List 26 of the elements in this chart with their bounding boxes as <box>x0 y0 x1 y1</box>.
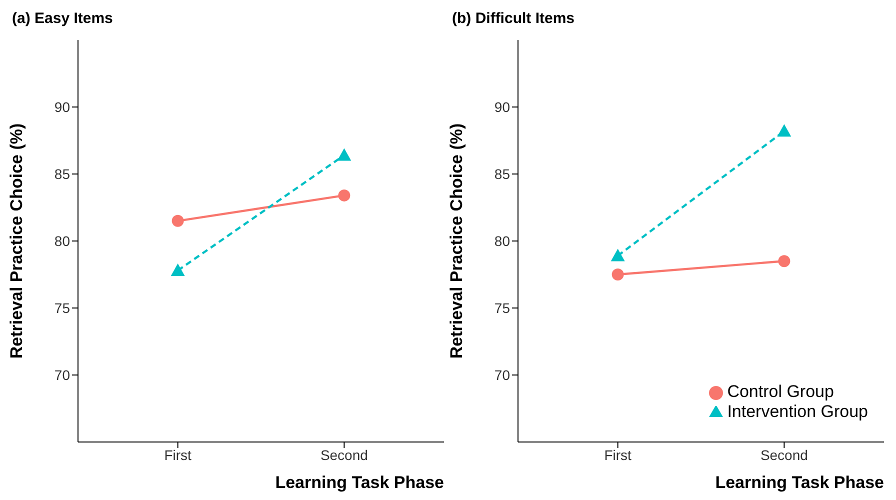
x-tick-label: First <box>604 446 632 463</box>
y-tick-label: 75 <box>54 300 70 316</box>
legend-label: Control Group <box>727 382 834 401</box>
x-axis-title: Learning Task Phase <box>275 473 444 492</box>
legend-label: Intervention Group <box>727 402 868 421</box>
chart-title: (b) Difficult Items <box>452 10 574 27</box>
y-tick-label: 85 <box>54 166 70 182</box>
y-tick-label: 80 <box>54 232 70 249</box>
y-tick-label: 90 <box>54 98 70 115</box>
y-tick-label: 75 <box>494 300 510 316</box>
y-tick-label: 80 <box>494 232 510 249</box>
y-tick-label: 70 <box>494 366 510 383</box>
x-tick-label: Second <box>760 446 808 463</box>
y-tick-label: 85 <box>494 166 510 182</box>
point <box>172 214 184 227</box>
y-axis-title: Retrieval Practice Choice (%) <box>7 123 26 359</box>
x-tick-label: First <box>164 446 192 463</box>
point <box>338 189 350 202</box>
x-axis-title: Learning Task Phase <box>715 473 884 492</box>
y-tick-label: 90 <box>494 98 510 115</box>
point <box>612 268 624 280</box>
point <box>778 255 790 268</box>
chart-title: (a) Easy Items <box>12 10 113 27</box>
y-axis-title: Retrieval Practice Choice (%) <box>447 123 466 359</box>
x-tick-label: Second <box>320 446 368 463</box>
y-tick-label: 70 <box>54 366 70 383</box>
